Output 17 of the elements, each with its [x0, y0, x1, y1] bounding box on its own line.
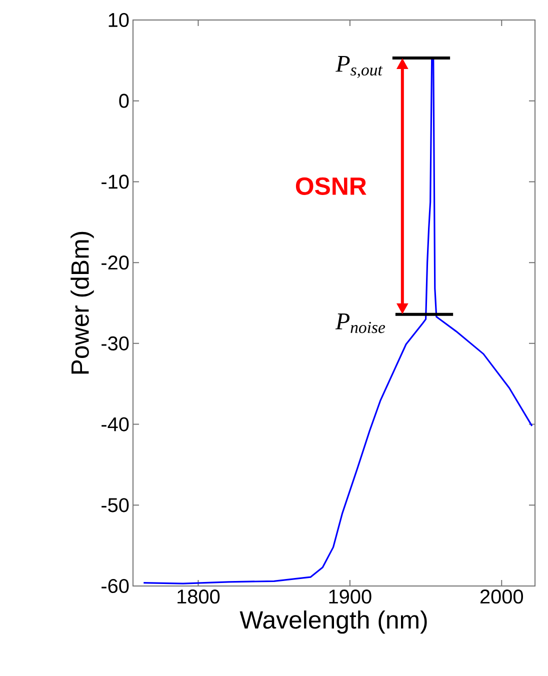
x-tick-label: 1800	[178, 590, 220, 604]
x-axis-title: Wavelength (nm)	[240, 610, 427, 634]
y-tick-label: 0	[119, 94, 129, 108]
x-tick-label: 1900	[329, 590, 372, 604]
annotation: OSNR	[296, 177, 366, 195]
y-tick-label: -60	[102, 578, 129, 594]
y-tick-label: -40	[102, 417, 129, 432]
y-tick-label: -10	[102, 174, 129, 189]
y-tick-label: -20	[102, 256, 129, 270]
y-tick-label: 10	[108, 12, 129, 28]
annotation: P$_{s,out}$	[336, 56, 383, 78]
y-tick-label: -30	[102, 336, 129, 350]
y-tick-label: -50	[102, 498, 129, 512]
y-axis-title: Power (dBm)	[70, 232, 94, 374]
annotation: P$_{noise}$	[335, 314, 386, 334]
x-tick-label: 2000	[480, 590, 523, 604]
line-series	[142, 57, 533, 584]
